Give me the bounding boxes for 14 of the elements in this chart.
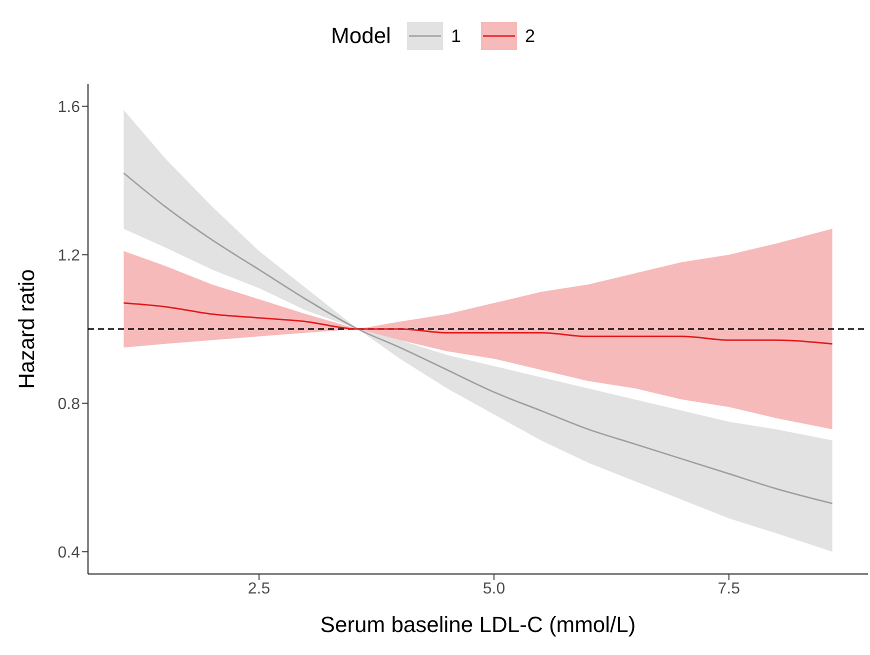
x-axis-title: Serum baseline LDL-C (mmol/L) xyxy=(320,612,636,637)
y-tick-label: 0.4 xyxy=(58,544,80,562)
y-tick-label: 0.8 xyxy=(58,396,80,413)
legend-title: Model xyxy=(331,23,391,49)
y-tick-label: 1.2 xyxy=(58,247,80,264)
legend-label: 2 xyxy=(524,26,535,46)
y-axis-title: Hazard ratio xyxy=(14,269,39,389)
x-tick-label: 5.0 xyxy=(482,580,506,598)
legend-label: 1 xyxy=(450,26,461,46)
line-series xyxy=(122,172,834,504)
line-series xyxy=(122,302,834,345)
y-tick-label: 1.6 xyxy=(58,98,80,116)
x-tick-label: 7.5 xyxy=(718,580,740,598)
x-tick-label: 2.5 xyxy=(248,580,270,598)
